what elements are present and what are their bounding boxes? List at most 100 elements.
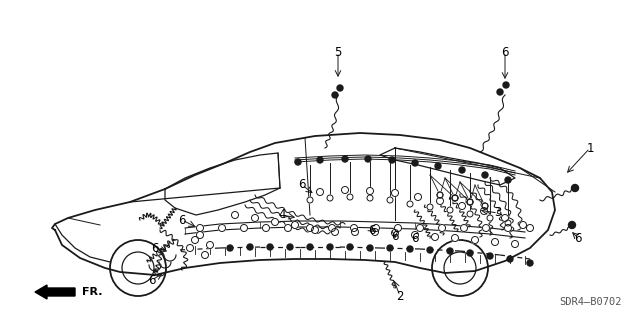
Circle shape: [452, 195, 458, 201]
Circle shape: [505, 220, 511, 226]
Circle shape: [503, 82, 509, 88]
Circle shape: [312, 226, 319, 234]
Circle shape: [394, 225, 401, 232]
Circle shape: [427, 204, 433, 210]
Circle shape: [267, 244, 273, 250]
Circle shape: [407, 246, 413, 252]
Circle shape: [196, 225, 204, 232]
Circle shape: [437, 192, 443, 198]
Text: 1: 1: [586, 142, 594, 154]
Circle shape: [252, 214, 259, 221]
Circle shape: [285, 225, 291, 232]
Circle shape: [367, 245, 373, 251]
Circle shape: [371, 228, 378, 235]
Circle shape: [367, 195, 373, 201]
Text: 2: 2: [396, 290, 404, 302]
Text: 6: 6: [148, 273, 156, 286]
Circle shape: [389, 157, 395, 163]
Circle shape: [387, 197, 393, 203]
Circle shape: [482, 172, 488, 178]
Circle shape: [461, 225, 467, 232]
Circle shape: [492, 239, 499, 246]
Text: 6: 6: [298, 179, 306, 191]
Circle shape: [327, 195, 333, 201]
Circle shape: [436, 197, 444, 204]
Circle shape: [572, 184, 579, 191]
Circle shape: [317, 157, 323, 163]
Circle shape: [467, 250, 473, 256]
Circle shape: [482, 203, 488, 209]
Circle shape: [437, 192, 443, 198]
Text: 4: 4: [278, 209, 285, 221]
Circle shape: [511, 241, 518, 248]
Circle shape: [431, 234, 438, 241]
Circle shape: [467, 199, 473, 205]
Circle shape: [347, 244, 353, 250]
Circle shape: [307, 197, 313, 203]
Circle shape: [505, 177, 511, 183]
Circle shape: [502, 214, 509, 221]
Circle shape: [241, 225, 248, 232]
Circle shape: [467, 199, 473, 205]
Text: 6: 6: [574, 232, 582, 244]
Circle shape: [497, 89, 503, 95]
Circle shape: [307, 244, 313, 250]
Circle shape: [387, 245, 393, 251]
Circle shape: [412, 160, 418, 166]
Circle shape: [527, 225, 534, 232]
Circle shape: [367, 188, 374, 195]
Circle shape: [487, 253, 493, 259]
Circle shape: [271, 219, 278, 226]
Circle shape: [351, 228, 358, 235]
Circle shape: [415, 194, 422, 201]
Circle shape: [337, 85, 343, 91]
Circle shape: [482, 203, 488, 209]
Circle shape: [327, 244, 333, 250]
Circle shape: [202, 251, 209, 258]
Circle shape: [392, 229, 399, 236]
Circle shape: [295, 159, 301, 165]
Circle shape: [392, 189, 399, 197]
Circle shape: [481, 207, 488, 214]
Circle shape: [487, 215, 493, 221]
Circle shape: [527, 260, 533, 266]
Circle shape: [328, 225, 335, 232]
Circle shape: [247, 244, 253, 250]
Circle shape: [447, 248, 453, 254]
Circle shape: [196, 232, 204, 239]
Circle shape: [291, 221, 298, 228]
Circle shape: [342, 187, 349, 194]
Circle shape: [504, 225, 511, 232]
Circle shape: [232, 211, 239, 219]
Text: 6: 6: [412, 232, 419, 244]
Circle shape: [332, 228, 339, 235]
Text: 6: 6: [368, 224, 376, 236]
Text: 6: 6: [501, 46, 509, 58]
Circle shape: [435, 163, 441, 169]
Circle shape: [372, 225, 380, 232]
Circle shape: [227, 245, 233, 251]
Text: 6: 6: [179, 213, 186, 226]
FancyArrow shape: [35, 285, 75, 299]
Circle shape: [407, 201, 413, 207]
Circle shape: [342, 156, 348, 162]
Circle shape: [332, 92, 338, 98]
Text: 3: 3: [494, 206, 502, 219]
Circle shape: [365, 156, 371, 162]
Circle shape: [347, 194, 353, 200]
Text: 5: 5: [334, 46, 342, 58]
Text: FR.: FR.: [82, 287, 102, 297]
Circle shape: [520, 221, 527, 228]
Circle shape: [467, 199, 473, 205]
Circle shape: [507, 256, 513, 262]
Circle shape: [483, 225, 490, 232]
Circle shape: [412, 232, 419, 239]
Circle shape: [207, 241, 214, 249]
Circle shape: [351, 225, 358, 232]
Circle shape: [191, 236, 198, 243]
Circle shape: [568, 221, 575, 228]
Circle shape: [452, 195, 458, 201]
Text: 6: 6: [391, 231, 399, 243]
Circle shape: [287, 244, 293, 250]
Text: SDR4–B0702: SDR4–B0702: [559, 297, 622, 307]
